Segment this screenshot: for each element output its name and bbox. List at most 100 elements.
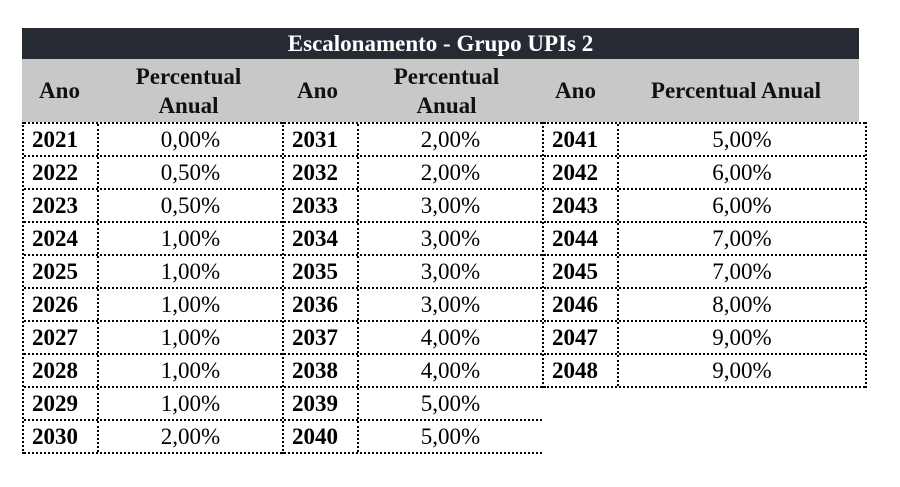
percent-cell: 7,00% bbox=[712, 258, 772, 284]
table-row: 2027 1,00% bbox=[24, 322, 282, 355]
percent-cell: 5,00% bbox=[712, 126, 772, 152]
year-cell: 2039 bbox=[284, 388, 359, 419]
table-row: 2022 0,50% bbox=[24, 157, 282, 190]
year-cell: 2027 bbox=[24, 322, 99, 353]
percent-cell: 2,00% bbox=[160, 423, 221, 449]
header-year-3: Ano bbox=[555, 78, 596, 103]
table-row: 2034 3,00% bbox=[284, 223, 542, 256]
percent-cell: 3,00% bbox=[420, 291, 481, 317]
year-cell: 2044 bbox=[544, 223, 619, 254]
table-row: 2038 4,00% bbox=[284, 355, 542, 388]
table-row: 2024 1,00% bbox=[24, 223, 282, 256]
year-cell: 2026 bbox=[24, 289, 99, 320]
header-percent-1: Percentual Anual bbox=[97, 59, 280, 122]
header-percent-1-line1: Percentual bbox=[135, 63, 242, 89]
year-cell: 2023 bbox=[24, 190, 99, 221]
year-cell: 2045 bbox=[544, 256, 619, 287]
year-cell: 2043 bbox=[544, 190, 619, 221]
percent-cell: 4,00% bbox=[420, 357, 481, 383]
percent-cell: 2,00% bbox=[420, 126, 481, 152]
year-cell: 2034 bbox=[284, 223, 359, 254]
table-row: 2037 4,00% bbox=[284, 322, 542, 355]
percent-cell: 5,00% bbox=[420, 423, 481, 449]
table-row: 2031 2,00% bbox=[284, 122, 542, 157]
percent-cell: 3,00% bbox=[420, 192, 481, 218]
column-group-3: 2041 5,00% 2042 6,00% 2043 6,00% 2044 7,00% 2045… bbox=[542, 122, 867, 388]
table-body: 2021 0,00% 2022 0,50% 2023 0,50% 2024 1,00% 2025… bbox=[22, 122, 867, 454]
year-cell: 2029 bbox=[24, 388, 99, 419]
column-group-2: 2031 2,00% 2032 2,00% 2033 3,00% 2034 3,00% 2035… bbox=[282, 122, 542, 454]
year-cell: 2041 bbox=[544, 124, 619, 155]
year-cell: 2031 bbox=[284, 124, 359, 155]
year-cell: 2022 bbox=[24, 157, 99, 188]
percent-cell: 6,00% bbox=[712, 192, 772, 218]
percent-cell: 1,00% bbox=[160, 357, 221, 383]
header-percent-3: Percentual Anual bbox=[650, 78, 822, 103]
percent-cell: 3,00% bbox=[420, 225, 481, 251]
table-row: 2026 1,00% bbox=[24, 289, 282, 322]
percent-cell: 4,00% bbox=[420, 324, 481, 350]
percent-cell: 6,00% bbox=[712, 159, 772, 185]
year-cell: 2048 bbox=[544, 355, 619, 386]
table-row: 2039 5,00% bbox=[284, 388, 542, 421]
percent-cell: 1,00% bbox=[160, 390, 221, 416]
percent-cell: 9,00% bbox=[712, 357, 772, 383]
table-row: 2043 6,00% bbox=[544, 190, 865, 223]
header-year-1: Ano bbox=[39, 78, 80, 103]
table-row: 2045 7,00% bbox=[544, 256, 865, 289]
table-row: 2021 0,00% bbox=[24, 122, 282, 157]
year-cell: 2038 bbox=[284, 355, 359, 386]
schedule-table: Escalonamento - Grupo UPIs 2 Ano Percent… bbox=[22, 28, 867, 454]
year-cell: 2042 bbox=[544, 157, 619, 188]
table-row: 2036 3,00% bbox=[284, 289, 542, 322]
year-cell: 2036 bbox=[284, 289, 359, 320]
table-row: 2046 8,00% bbox=[544, 289, 865, 322]
percent-cell: 7,00% bbox=[712, 225, 772, 251]
year-cell: 2046 bbox=[544, 289, 619, 320]
percent-cell: 0,50% bbox=[160, 159, 221, 185]
year-cell: 2033 bbox=[284, 190, 359, 221]
table-row: 2028 1,00% bbox=[24, 355, 282, 388]
table-row: 2048 9,00% bbox=[544, 355, 865, 388]
table-row: 2044 7,00% bbox=[544, 223, 865, 256]
year-cell: 2040 bbox=[284, 421, 359, 452]
table-row: 2023 0,50% bbox=[24, 190, 282, 223]
header-row: Ano Percentual Anual Ano Percentual Anua… bbox=[22, 59, 859, 122]
percent-cell: 1,00% bbox=[160, 324, 221, 350]
percent-cell: 3,00% bbox=[420, 258, 481, 284]
table-row: 2025 1,00% bbox=[24, 256, 282, 289]
percent-cell: 0,00% bbox=[160, 126, 221, 152]
percent-cell: 8,00% bbox=[712, 291, 772, 317]
year-cell: 2024 bbox=[24, 223, 99, 254]
table-title: Escalonamento - Grupo UPIs 2 bbox=[22, 28, 859, 59]
table-row: 2033 3,00% bbox=[284, 190, 542, 223]
year-cell: 2047 bbox=[544, 322, 619, 353]
table-row: 2032 2,00% bbox=[284, 157, 542, 190]
year-cell: 2037 bbox=[284, 322, 359, 353]
percent-cell: 5,00% bbox=[420, 390, 481, 416]
year-cell: 2025 bbox=[24, 256, 99, 287]
percent-cell: 2,00% bbox=[420, 159, 481, 185]
percent-cell: 0,50% bbox=[160, 192, 221, 218]
column-group-1: 2021 0,00% 2022 0,50% 2023 0,50% 2024 1,00% 2025… bbox=[22, 122, 282, 454]
percent-cell: 1,00% bbox=[160, 225, 221, 251]
table-row: 2047 9,00% bbox=[544, 322, 865, 355]
percent-cell: 1,00% bbox=[160, 258, 221, 284]
table-row: 2040 5,00% bbox=[284, 421, 542, 454]
header-percent-2: Percentual Anual bbox=[355, 59, 538, 122]
percent-cell: 1,00% bbox=[160, 291, 221, 317]
year-cell: 2030 bbox=[24, 421, 99, 452]
header-percent-1-line2: Anual bbox=[158, 92, 219, 118]
table-row: 2029 1,00% bbox=[24, 388, 282, 421]
table-row: 2041 5,00% bbox=[544, 122, 865, 157]
year-cell: 2028 bbox=[24, 355, 99, 386]
table-row: 2035 3,00% bbox=[284, 256, 542, 289]
header-percent-2-line1: Percentual bbox=[393, 63, 500, 89]
header-percent-2-line2: Anual bbox=[416, 92, 477, 118]
year-cell: 2032 bbox=[284, 157, 359, 188]
year-cell: 2021 bbox=[24, 124, 99, 155]
header-year-2: Ano bbox=[297, 78, 338, 103]
table-row: 2042 6,00% bbox=[544, 157, 865, 190]
table-row: 2030 2,00% bbox=[24, 421, 282, 454]
percent-cell: 9,00% bbox=[712, 324, 772, 350]
